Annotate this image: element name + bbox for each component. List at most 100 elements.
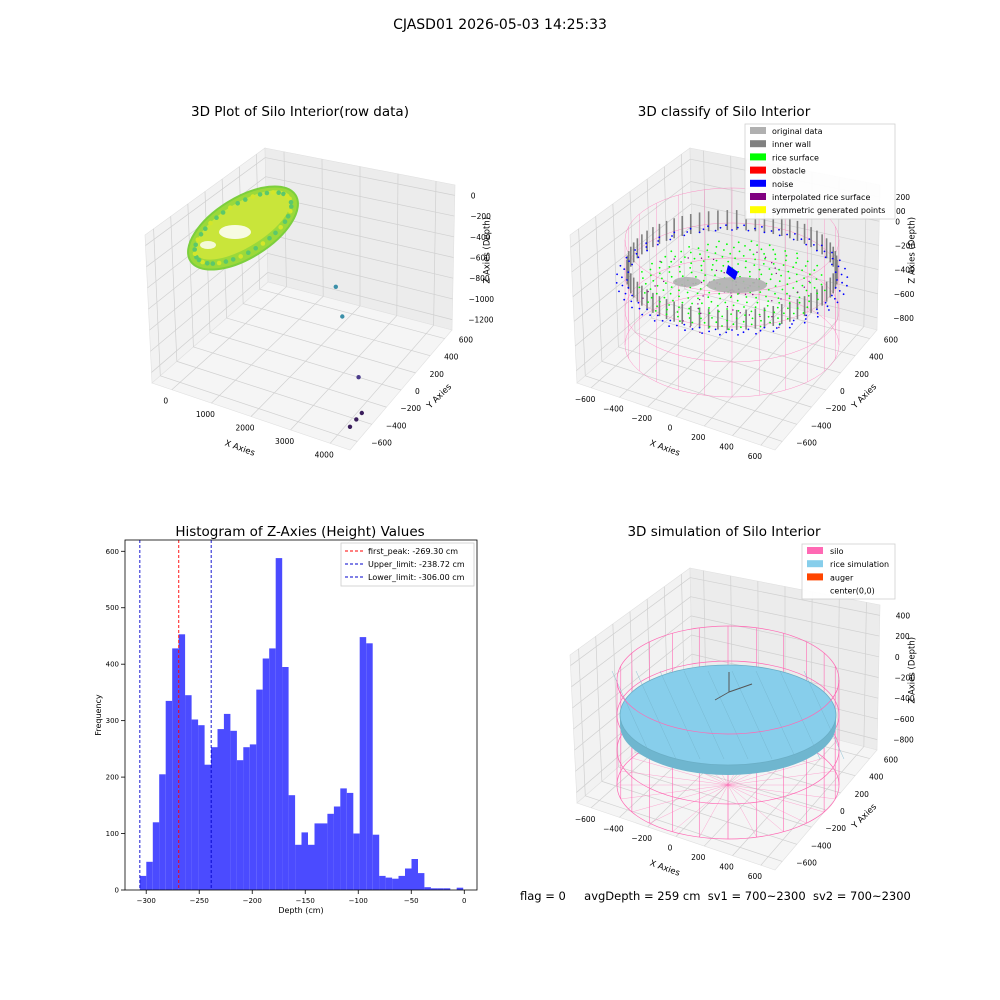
plot2-interp-point <box>808 280 810 283</box>
plot2-noise-point <box>837 265 840 268</box>
plot2-noise-point <box>673 231 676 234</box>
plot3-bar <box>198 725 205 890</box>
plot2-y-tick-label: 400 <box>869 353 884 362</box>
plot2-rice-point <box>774 292 776 295</box>
plot1-y-grid <box>259 288 445 339</box>
plot2-rice-point <box>696 292 699 295</box>
plot1-rim-point <box>260 241 266 246</box>
plot2-rice-point <box>684 256 686 258</box>
plot2-interp-point <box>771 316 773 318</box>
plot2-rice-point <box>770 273 773 276</box>
plot2-y-tick-label: 600 <box>884 336 899 345</box>
plot3-x-axis-label: Depth (cm) <box>278 906 323 915</box>
plot2-interp-point <box>687 257 689 259</box>
plot2-interp-point <box>673 258 675 260</box>
plot4-rice-mesh <box>755 670 797 760</box>
plot4-silo-spoke <box>649 784 729 824</box>
plot2-rice-point <box>690 271 693 274</box>
plot4-legend: silo rice simulation auger center(0,0) <box>801 543 896 600</box>
plot2-noise-point <box>775 327 778 329</box>
plot1-rim-point <box>243 197 248 202</box>
plot2-noise-point <box>656 314 659 317</box>
plot2-y-grid <box>601 361 797 425</box>
plot2-rice-point <box>689 267 692 269</box>
plot2-noise-point <box>791 323 793 325</box>
plot2-interp-point <box>712 258 715 261</box>
plot2-interp-point <box>771 300 773 302</box>
plot2-rice-point <box>773 311 776 314</box>
plot4-z-grid-back <box>690 615 880 658</box>
plot3-bar <box>320 823 328 890</box>
plot4-y-grid <box>585 795 783 862</box>
plot1-z-grid-left <box>151 272 269 373</box>
plot4-z-axis-label: Z Axies (Depth) <box>908 637 918 704</box>
plot3-bar <box>456 887 464 890</box>
plot4-y-tick-label: −400 <box>811 841 832 850</box>
plot2-rice-point <box>664 255 667 258</box>
plot2-rice-point <box>751 317 754 320</box>
plot4-silo-spoke <box>699 784 729 838</box>
plot2-rice-point <box>658 272 661 275</box>
plot2-y-tick-label: 0 <box>840 387 845 396</box>
plot2-rice-point <box>659 300 661 303</box>
plot4-silo-spoke <box>727 784 825 813</box>
plot1-center-hole <box>219 225 251 239</box>
plot2-rice-point <box>711 317 713 319</box>
plot3-bar <box>139 875 147 890</box>
plot2-noise-point <box>788 326 791 329</box>
plot2-noise-point <box>646 308 648 311</box>
plot4-z-grid-left <box>571 596 691 687</box>
plot4-silo-spoke <box>631 784 729 813</box>
plot2-rice-point <box>820 274 823 276</box>
plot4-rice-mesh <box>707 670 749 760</box>
plot3-bar <box>353 833 360 890</box>
plot4-auger-arm <box>728 683 753 693</box>
plot1-x-tick-label: 3000 <box>275 437 294 446</box>
plot2-noise-point <box>763 231 766 234</box>
plot1-x-axis-label: X Axies <box>223 439 256 459</box>
plot2-legend-label: interpolated rice surface <box>772 193 870 202</box>
plot2-noise-point <box>638 307 641 310</box>
plot2-auger-noise <box>726 265 738 280</box>
plot2-rice-point <box>686 291 689 294</box>
plot3-x-tick-label: −50 <box>404 897 419 905</box>
plot2-noise-point <box>621 284 624 287</box>
plot2-rice-point <box>674 255 677 258</box>
plot1-title: 3D Plot of Silo Interior(row data) <box>191 104 409 120</box>
plot2-rice-point <box>749 275 751 278</box>
plot2-rice-point <box>738 250 741 253</box>
plot2-noise-point <box>759 329 762 332</box>
plot2-noise-point <box>637 301 640 304</box>
plot2-rice-point <box>700 264 703 267</box>
plot2-y-grid <box>651 317 841 374</box>
plot2-noise-point <box>626 279 628 281</box>
plot2-rice-point <box>767 300 770 302</box>
plot1-rim-point <box>246 250 251 255</box>
plot2-noise-point <box>701 332 703 334</box>
plot2-noise-point <box>683 323 686 326</box>
plot2-noise-point <box>618 290 620 293</box>
plot2-rice-point <box>665 282 667 284</box>
plot1-rim-point <box>216 260 222 266</box>
plot2-rice-point <box>726 243 728 246</box>
plot2-rice-point <box>718 240 720 243</box>
plot2-rice-point <box>781 288 784 291</box>
plot2-interp-point <box>744 293 747 295</box>
plot2-interp-point <box>726 306 729 308</box>
plot2-noise-point <box>736 226 739 229</box>
plot2-rice-point <box>817 298 819 301</box>
plot2-classified-cloud: original data inner wall rice surface obsta… <box>615 123 906 398</box>
plot2-interp-point <box>803 286 805 288</box>
plot2-noise-point <box>683 234 686 237</box>
plot3-bar <box>346 792 354 890</box>
plot2-interp-point <box>775 272 777 275</box>
plot2-x-tick-label: 400 <box>719 443 734 452</box>
plot2-rice-point <box>756 301 759 304</box>
plot1-y-tick-label: −200 <box>400 404 421 413</box>
plot2-floor-pane <box>576 281 878 451</box>
plot1-rim-point <box>223 259 229 264</box>
plot2-interp-point <box>697 307 699 310</box>
plot2-rice-point <box>772 248 775 251</box>
plot1-rim-point <box>288 200 294 205</box>
plot2-rice-point <box>641 271 643 273</box>
